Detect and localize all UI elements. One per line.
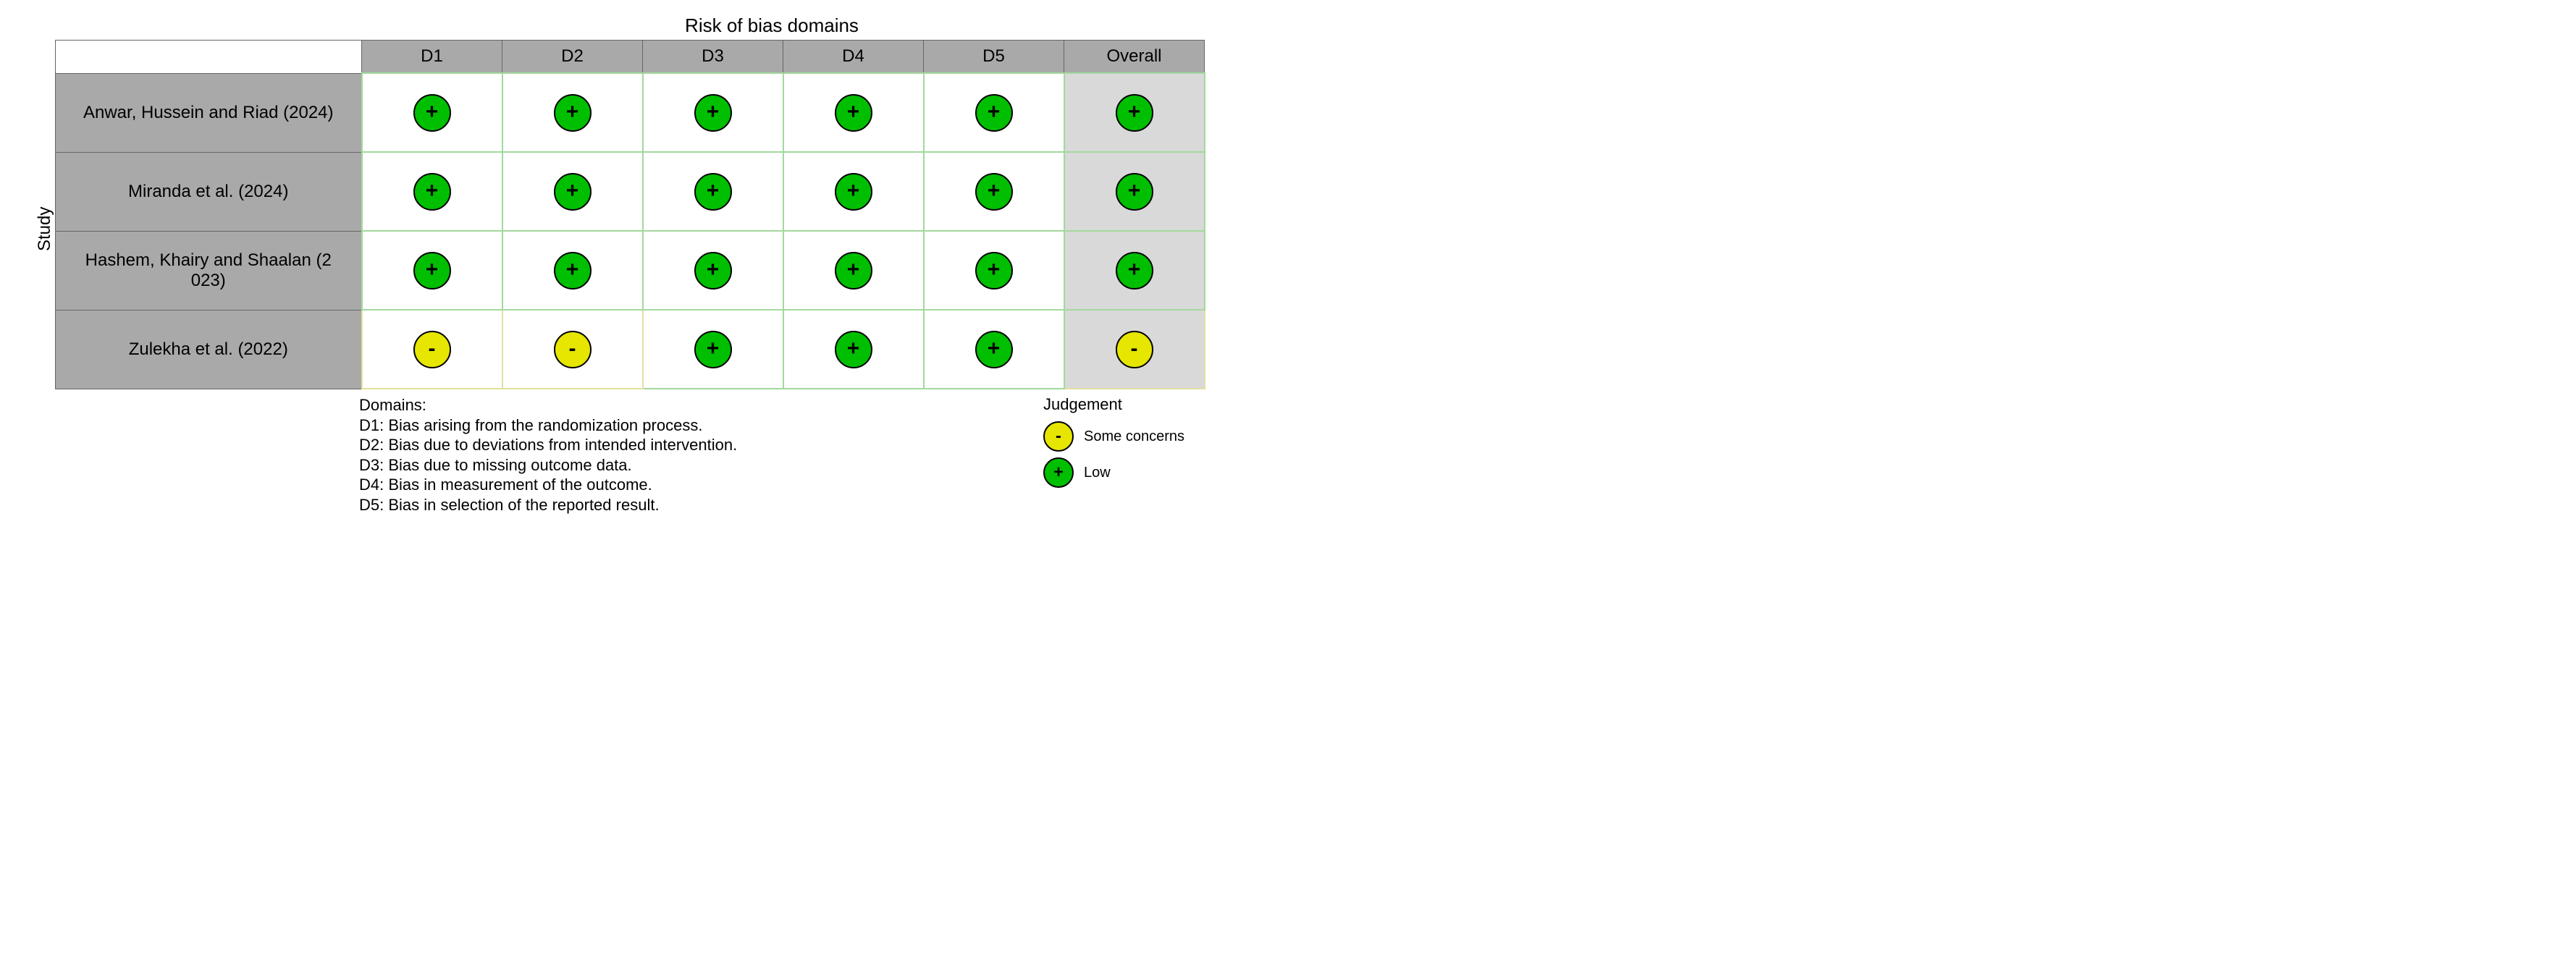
domain-legend-line: D4: Bias in measurement of the outcome. (359, 475, 737, 495)
domain-cell: + (502, 231, 643, 310)
some-concerns-icon: - (554, 331, 592, 368)
overall-cell: + (1064, 73, 1205, 152)
col-header-overall: Overall (1064, 41, 1205, 74)
top-title: Risk of bias domains (359, 14, 1184, 37)
col-header: D4 (783, 41, 924, 74)
col-header: D5 (924, 41, 1064, 74)
some-concerns-icon: - (1043, 421, 1074, 452)
domain-cell: + (502, 152, 643, 231)
low-risk-icon: + (694, 331, 732, 368)
domain-cell: + (783, 310, 924, 389)
domain-cell: + (362, 73, 502, 152)
domain-legend-line: D3: Bias due to missing outcome data. (359, 455, 737, 476)
domain-cell: + (924, 310, 1064, 389)
domain-cell: - (502, 310, 643, 389)
domain-legend-line: D5: Bias in selection of the reported re… (359, 495, 737, 515)
domain-legend-line: D2: Bias due to deviations from intended… (359, 435, 737, 455)
judgement-legend: Judgement - Some concerns + Low (1043, 395, 1184, 494)
some-concerns-icon: - (413, 331, 451, 368)
overall-cell: + (1064, 152, 1205, 231)
low-risk-icon: + (835, 252, 872, 290)
low-risk-icon: + (975, 331, 1013, 368)
domain-legend: Domains: D1: Bias arising from the rando… (359, 395, 737, 515)
domain-legend-title: Domains: (359, 395, 737, 415)
domain-cell: + (783, 152, 924, 231)
low-risk-icon: + (835, 331, 872, 368)
low-risk-icon: + (413, 252, 451, 290)
judgement-legend-title: Judgement (1043, 395, 1184, 414)
col-header: D2 (502, 41, 643, 74)
low-risk-icon: + (835, 94, 872, 132)
low-risk-icon: + (975, 173, 1013, 211)
domain-cell: + (643, 231, 783, 310)
col-header: D3 (643, 41, 783, 74)
low-risk-icon: + (975, 94, 1013, 132)
low-risk-icon: + (1043, 457, 1074, 488)
domain-cell: + (643, 310, 783, 389)
domain-legend-line: D1: Bias arising from the randomization … (359, 415, 737, 436)
col-header: D1 (362, 41, 502, 74)
domain-cell: + (783, 73, 924, 152)
corner-blank (56, 41, 362, 74)
legend-label: Low (1084, 465, 1111, 481)
domain-cell: + (924, 73, 1064, 152)
low-risk-icon: + (413, 173, 451, 211)
low-risk-icon: + (1116, 173, 1153, 211)
some-concerns-icon: - (1116, 331, 1153, 368)
low-risk-icon: + (554, 94, 592, 132)
low-risk-icon: + (1116, 94, 1153, 132)
overall-cell: + (1064, 231, 1205, 310)
domain-cell: - (362, 310, 502, 389)
low-risk-icon: + (1116, 252, 1153, 290)
legend-label: Some concerns (1084, 428, 1184, 445)
domain-cell: + (924, 231, 1064, 310)
low-risk-icon: + (694, 252, 732, 290)
overall-cell: - (1064, 310, 1205, 389)
low-risk-icon: + (413, 94, 451, 132)
low-risk-icon: + (975, 252, 1013, 290)
low-risk-icon: + (694, 173, 732, 211)
row-header-study: Zulekha et al. (2022) (56, 310, 362, 389)
row-header-study: Miranda et al. (2024) (56, 152, 362, 231)
low-risk-icon: + (554, 252, 592, 290)
domain-cell: + (362, 231, 502, 310)
low-risk-icon: + (554, 173, 592, 211)
rob-table: D1 D2 D3 D4 D5 Overall Anwar, Hussein an… (55, 40, 1205, 389)
low-risk-icon: + (694, 94, 732, 132)
domain-cell: + (643, 152, 783, 231)
row-header-study: Anwar, Hussein and Riad (2024) (56, 73, 362, 152)
domain-cell: + (362, 152, 502, 231)
domain-cell: + (643, 73, 783, 152)
y-axis-label: Study (29, 77, 55, 381)
low-risk-icon: + (835, 173, 872, 211)
domain-cell: + (502, 73, 643, 152)
domain-cell: + (924, 152, 1064, 231)
row-header-study: Hashem, Khairy and Shaalan (2 023) (56, 231, 362, 310)
domain-cell: + (783, 231, 924, 310)
